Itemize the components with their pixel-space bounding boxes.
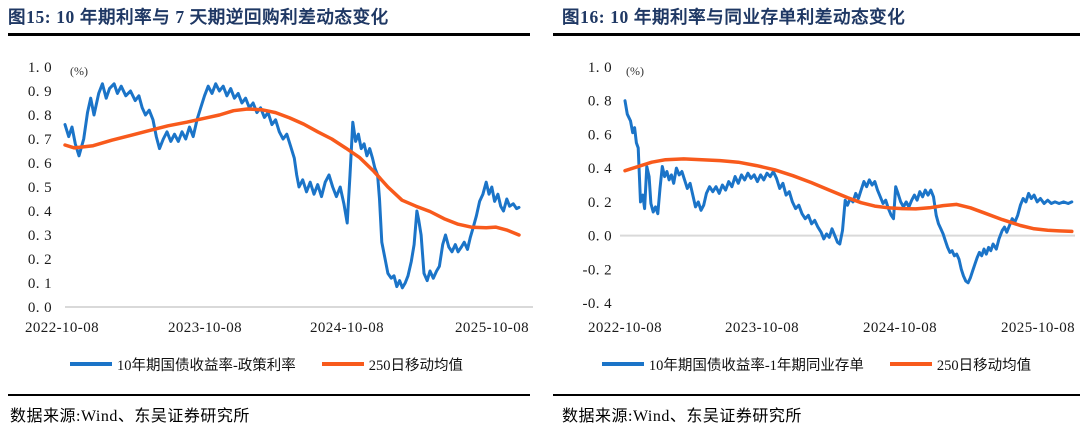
figure-15-legend: 10年期国债收益率-政策利率 250日移动均值 xyxy=(0,353,533,375)
x-axis-tick-label: 2023-10-08 xyxy=(168,320,242,336)
series-line-1 xyxy=(63,107,521,237)
figure-16-bottom-rule xyxy=(553,394,1080,396)
figure-16-title-rule xyxy=(553,33,1080,36)
legend-label: 250日移动均值 xyxy=(936,357,1032,374)
figure-16-chart-area: 1. 0 0. 8 0. 6 0. 4 0. 2 0. 0 -0. 2 -0. 4 2022-1… xyxy=(540,55,1080,347)
x-axis-tick-label: 2024-10-08 xyxy=(863,320,937,336)
figure-15-title: 图15: 10 年期利率与 7 天期逆回购利差动态变化 xyxy=(8,7,389,27)
figure-15-line-chart: 1. 0 0. 9 0. 8 0. 7 0. 6 0. 5 0. 4 0. 3 0. 2 0. 1… xyxy=(25,60,533,336)
x-axis-tick-label: 2025-10-08 xyxy=(455,320,529,336)
y-axis-tick-label: 0. 8 xyxy=(588,94,612,110)
y-axis-tick-label: 1. 0 xyxy=(588,60,612,76)
x-axis-tick-label: 2023-10-08 xyxy=(725,320,799,336)
y-axis-unit-label: (%) xyxy=(70,64,88,78)
legend-label: 10年期国债收益率-政策利率 xyxy=(116,357,296,374)
figure-15-bottom-rule xyxy=(8,394,530,396)
x-axis-tick-label: 2022-10-08 xyxy=(588,320,662,336)
y-axis-tick-label: 1. 0 xyxy=(28,60,52,76)
blue-line-swatch xyxy=(601,362,644,366)
y-axis-tick-label: 0. 8 xyxy=(28,108,52,124)
figure-15-chart-area: 1. 0 0. 9 0. 8 0. 7 0. 6 0. 5 0. 4 0. 3 0. 2 0. 1… xyxy=(0,55,533,347)
y-axis-tick-label: 0. 6 xyxy=(588,127,612,143)
y-axis-tick-label: 0. 4 xyxy=(28,204,52,220)
y-axis-tick-label: 0. 2 xyxy=(28,252,52,268)
figure-16-source: 数据来源:Wind、东吴证券研究所 xyxy=(562,408,802,425)
y-axis-tick-label: -0. 4 xyxy=(583,296,613,312)
y-axis-tick-label: -0. 2 xyxy=(583,262,613,278)
y-axis-tick-label: 0. 4 xyxy=(588,161,612,177)
legend-item-bond-policy-spread: 10年期国债收益率-政策利率 xyxy=(69,354,296,375)
x-axis-tick-label: 2024-10-08 xyxy=(310,320,384,336)
legend-item-bond-ncd-spread: 10年期国债收益率-1年期同业存单 xyxy=(601,354,864,375)
orange-line-swatch xyxy=(889,362,932,366)
y-axis-tick-label: 0. 9 xyxy=(28,84,52,100)
blue-line-swatch xyxy=(69,362,112,366)
x-axis-tick-label: 2022-10-08 xyxy=(25,320,99,336)
figure-16-legend: 10年期国债收益率-1年期同业存单 250日移动均值 xyxy=(553,353,1080,375)
y-axis-tick-label: 0. 6 xyxy=(28,156,52,172)
y-axis-unit-label: (%) xyxy=(626,64,644,78)
x-axis-tick-label: 2025-10-08 xyxy=(1001,320,1075,336)
figure-16-title: 图16: 10 年期利率与同业存单利差动态变化 xyxy=(562,7,906,27)
y-axis-tick-label: 0. 2 xyxy=(588,195,612,211)
orange-line-swatch xyxy=(321,362,364,366)
legend-label: 10年期国债收益率-1年期同业存单 xyxy=(648,357,864,374)
series-line-0 xyxy=(63,82,521,290)
series-line-0 xyxy=(623,99,1074,285)
figure-16-line-chart: 1. 0 0. 8 0. 6 0. 4 0. 2 0. 0 -0. 2 -0. 4 2022-1… xyxy=(583,60,1075,336)
legend-item-moving-average: 250日移动均值 xyxy=(889,354,1032,375)
y-axis-tick-label: 0. 5 xyxy=(28,180,52,196)
series-line-1 xyxy=(623,157,1074,234)
legend-label: 250日移动均值 xyxy=(368,357,464,374)
legend-item-moving-average: 250日移动均值 xyxy=(321,354,464,375)
figure-15-title-rule xyxy=(8,33,530,36)
y-axis-tick-label: 0. 7 xyxy=(28,132,52,148)
y-axis-tick-label: 0. 3 xyxy=(28,228,52,244)
y-axis-tick-label: 0. 0 xyxy=(28,300,52,316)
y-axis-tick-label: 0. 0 xyxy=(588,229,612,245)
figure-15-source: 数据来源:Wind、东吴证券研究所 xyxy=(10,408,250,425)
y-axis-tick-label: 0. 1 xyxy=(28,276,52,292)
